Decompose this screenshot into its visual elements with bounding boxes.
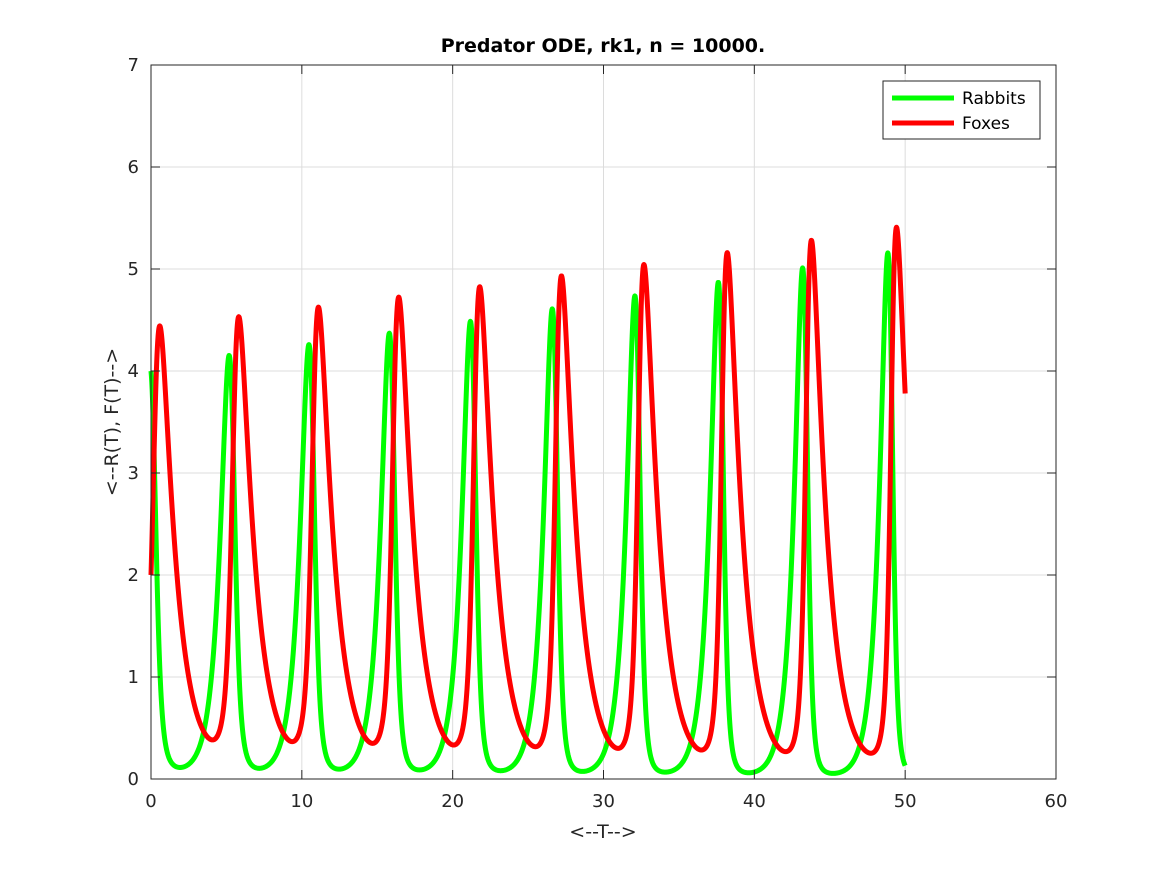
y-tick-label: 5 <box>128 259 139 280</box>
legend-label-rabbits: Rabbits <box>962 89 1026 109</box>
x-tick-label: 0 <box>145 791 156 812</box>
x-tick-label: 20 <box>441 791 464 812</box>
x-axis-label: <--T--> <box>569 821 636 843</box>
x-tick-label: 60 <box>1045 791 1068 812</box>
legend: Rabbits Foxes <box>882 80 1041 140</box>
y-axis-label: <--R(T), F(T)--> <box>101 348 123 496</box>
series-line-foxes <box>148 224 908 756</box>
y-tick-label: 2 <box>128 565 139 586</box>
y-tick-label: 7 <box>128 55 139 76</box>
legend-label-foxes: Foxes <box>962 114 1010 134</box>
y-tick-label: 4 <box>128 361 139 382</box>
legend-box <box>882 80 1041 140</box>
x-tick-label: 40 <box>743 791 766 812</box>
series-line-rabbits <box>148 250 908 776</box>
y-tick-label: 1 <box>128 667 139 688</box>
ticks: 0 10 20 30 40 50 60 0 1 2 3 4 5 6 7 <box>128 55 1068 812</box>
y-tick-label: 3 <box>128 463 139 484</box>
chart-title: Predator ODE, rk1, n = 10000. <box>441 35 766 57</box>
x-tick-label: 30 <box>592 791 615 812</box>
series-layer <box>148 224 908 776</box>
y-tick-label: 0 <box>128 769 139 790</box>
x-tick-label: 50 <box>894 791 917 812</box>
y-tick-label: 6 <box>128 157 139 178</box>
x-tick-label: 10 <box>290 791 313 812</box>
